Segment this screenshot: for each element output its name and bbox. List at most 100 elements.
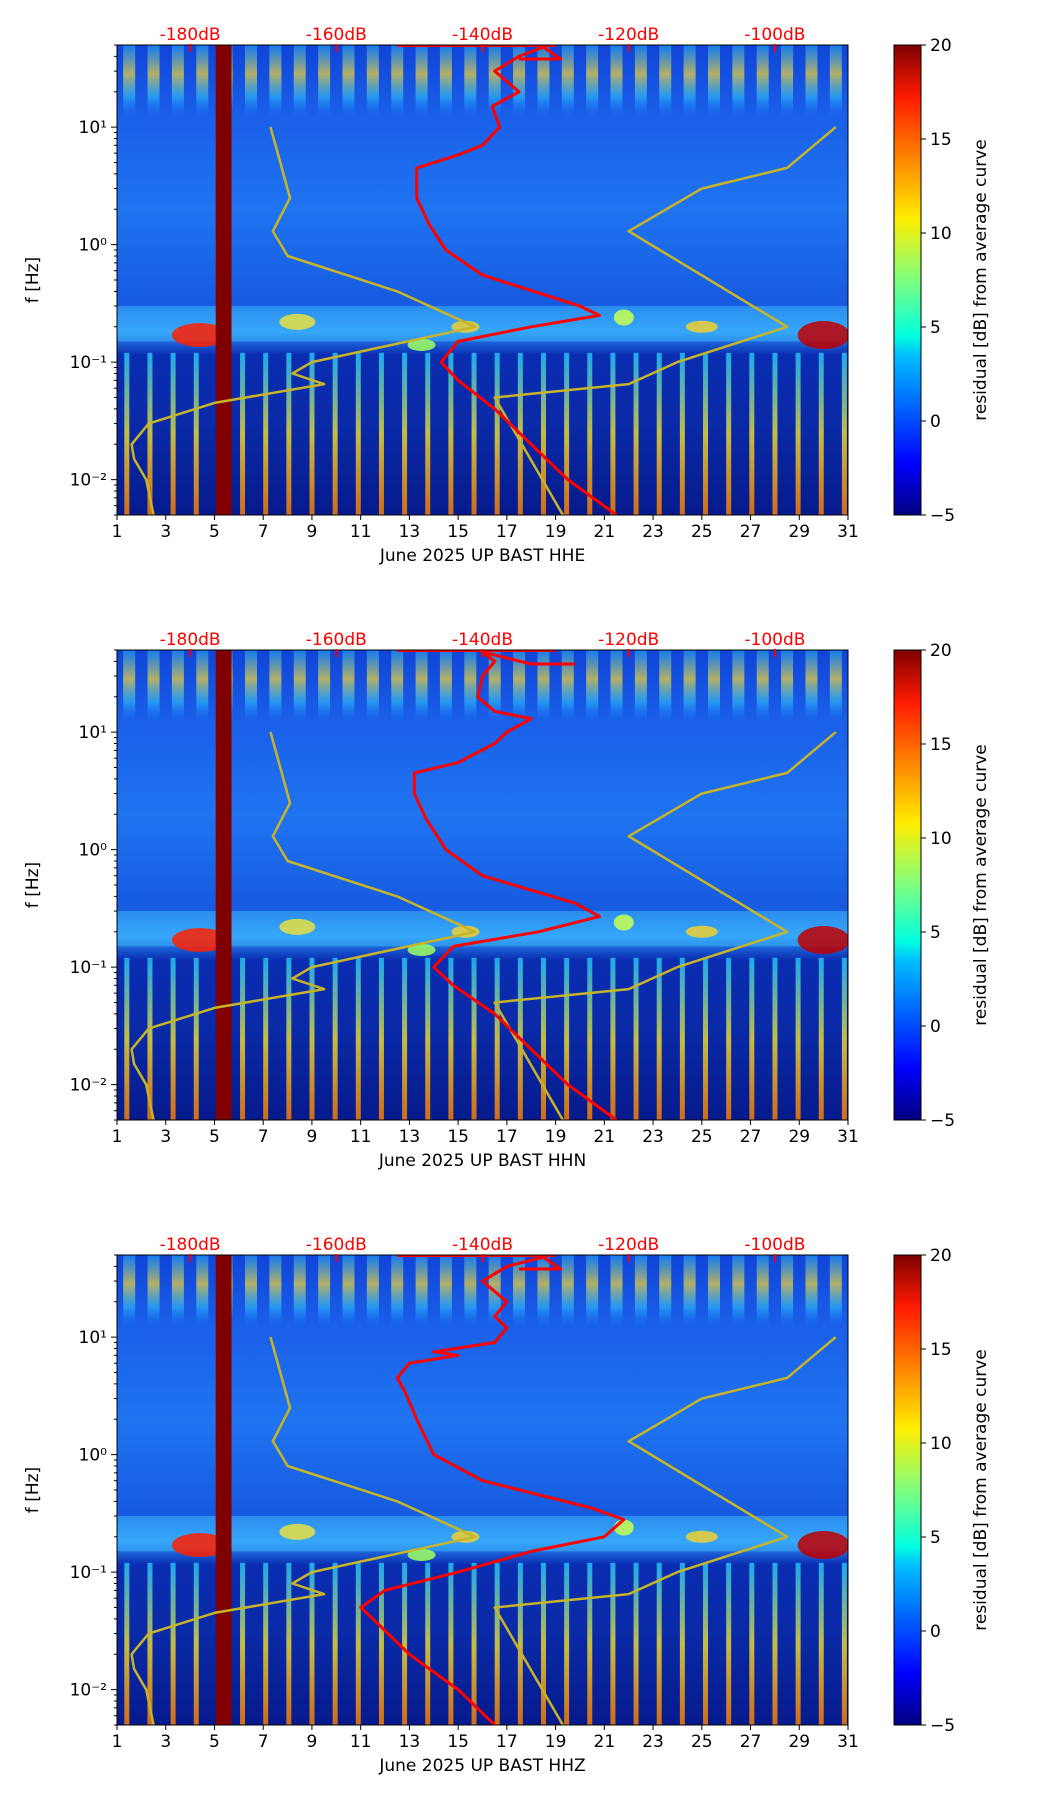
heatmap-spike (795, 352, 801, 515)
heatmap-spike (587, 957, 593, 1120)
heatmap-spike (355, 352, 361, 515)
y-tick-label: 10¹ (79, 1328, 107, 1348)
heatmap-hotspot (797, 321, 848, 350)
x-tick-label: 29 (788, 522, 810, 542)
data-gap-band (215, 1255, 232, 1725)
heatmap-spike (610, 352, 616, 515)
heatmap-spike (540, 1562, 546, 1725)
top-db-label: -120dB (598, 25, 659, 45)
heatmap-spike (703, 352, 709, 515)
heatmap-spike (795, 957, 801, 1120)
heatmap-spike (147, 957, 153, 1120)
heatmap-day-band (586, 1255, 599, 1495)
top-db-label: -140dB (452, 630, 513, 650)
heatmap-day-band (269, 1255, 282, 1495)
heatmap-day-band (707, 1255, 720, 1495)
heatmap-spike (772, 957, 778, 1120)
colorbar-tick-label: 5 (930, 923, 941, 943)
noise-model-curve (493, 126, 837, 515)
heatmap-hotspot (685, 1530, 718, 1543)
heatmap-spike (402, 1562, 408, 1725)
x-axis-label: June 2025 UP BAST HHN (378, 1151, 586, 1171)
heatmap-spike (656, 352, 662, 515)
x-tick-label: 21 (594, 1732, 616, 1752)
y-tick-label: 10¹ (79, 118, 107, 138)
colorbar-label: residual [dB] from average curve (971, 1349, 991, 1630)
x-tick-label: 17 (496, 1732, 518, 1752)
heatmap-spike (286, 352, 292, 515)
heatmap-spike (170, 1562, 176, 1725)
heatmap-hotspot (171, 323, 228, 348)
heatmap-spike (656, 957, 662, 1120)
heatmap-spike (402, 957, 408, 1120)
heatmap-spike (703, 1562, 709, 1725)
heatmap-spike (795, 1562, 801, 1725)
heatmap-spike (610, 957, 616, 1120)
y-axis-label: f [Hz] (23, 1467, 43, 1513)
heatmap-day-band (269, 650, 282, 890)
heatmap-spike (540, 352, 546, 515)
heatmap-spike (540, 957, 546, 1120)
data-gap-band (215, 650, 232, 1120)
top-db-label: -120dB (598, 630, 659, 650)
heatmap-day-band (513, 45, 526, 285)
heatmap-spike (749, 957, 755, 1120)
heatmap-spike (378, 1562, 384, 1725)
heatmap-hotspot (279, 918, 316, 935)
top-db-label: -140dB (452, 1235, 513, 1255)
heatmap-spike (564, 352, 570, 515)
top-db-label: -120dB (598, 1235, 659, 1255)
heatmap-spike (726, 1562, 732, 1725)
heatmap-day-band (781, 1255, 794, 1495)
heatmap-day-band (513, 1255, 526, 1495)
heatmap-spike (147, 1562, 153, 1725)
colorbar-label: residual [dB] from average curve (971, 744, 991, 1025)
x-tick-label: 11 (350, 1732, 372, 1752)
plot-area (117, 1255, 848, 1725)
colorbar-tick-label: 0 (930, 412, 941, 432)
heatmap-spike (309, 1562, 315, 1725)
heatmap-day-band (659, 1255, 672, 1495)
colorbar-tick-label: −5 (930, 1111, 955, 1131)
heatmap-spike (818, 957, 824, 1120)
heatmap-spike (633, 957, 639, 1120)
heatmap-spike (448, 1562, 454, 1725)
heatmap-day-band (732, 1255, 745, 1495)
x-tick-label: 15 (447, 522, 469, 542)
x-tick-label: 31 (837, 522, 859, 542)
heatmap-day-band (342, 45, 355, 285)
heatmap-spike (170, 352, 176, 515)
spectral-curve (412, 650, 618, 1120)
colorbar-tick-label: 15 (930, 1340, 952, 1360)
heatmap-spike (772, 1562, 778, 1725)
heatmap-spike (240, 957, 246, 1120)
spectral-curve (359, 1255, 626, 1725)
heatmap-day-band (318, 650, 331, 890)
heatmap-day-band (561, 1255, 574, 1495)
heatmap-spike (124, 1562, 130, 1725)
heatmap-spike (263, 957, 269, 1120)
heatmap-hotspot (797, 926, 848, 955)
colorbar (893, 649, 922, 1121)
heatmap-day-band (391, 1255, 404, 1495)
heatmap-spike (841, 352, 847, 515)
colorbar-tick-label: 0 (930, 1017, 941, 1037)
heatmap-day-band (488, 650, 501, 890)
colorbar-tick-label: 10 (930, 829, 952, 849)
noise-model-curve (493, 731, 837, 1120)
heatmap-spike (309, 352, 315, 515)
heatmap-spike (818, 352, 824, 515)
heatmap-day-band (391, 650, 404, 890)
heatmap-day-band (732, 650, 745, 890)
heatmap-day-band (123, 1255, 136, 1495)
x-tick-label: 17 (496, 1127, 518, 1147)
heatmap-day-band (488, 45, 501, 285)
x-tick-label: 5 (209, 1732, 220, 1752)
heatmap-day-band (464, 650, 477, 890)
heatmap-day-band (537, 650, 550, 890)
heatmap-spike (587, 1562, 593, 1725)
heatmap-spike (564, 1562, 570, 1725)
y-tick-label: 10¹ (79, 723, 107, 743)
noise-model-curve (130, 126, 477, 515)
